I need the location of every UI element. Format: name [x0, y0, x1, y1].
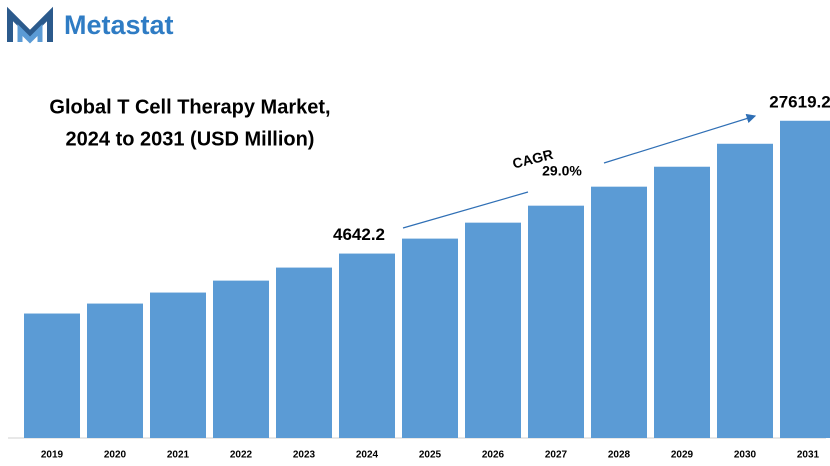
- bar: [717, 143, 773, 438]
- x-tick-label: 2028: [608, 450, 631, 461]
- x-tick-label: 2020: [104, 450, 127, 461]
- bar: [402, 238, 458, 438]
- data-label: 27619.2: [769, 92, 830, 111]
- cagr-value: 29.0%: [542, 163, 582, 179]
- bar: [24, 313, 80, 438]
- x-tick-label: 2022: [230, 450, 253, 461]
- x-tick-label: 2025: [419, 450, 442, 461]
- logo-text: Metastat: [64, 10, 174, 40]
- bar: [87, 303, 143, 438]
- x-tick-label: 2023: [293, 450, 316, 461]
- x-tick-label: 2026: [482, 450, 505, 461]
- bar: [591, 186, 647, 438]
- bar: [339, 253, 395, 438]
- bar: [213, 280, 269, 438]
- chart-title: Global T Cell Therapy Market,: [49, 96, 330, 118]
- bar: [150, 292, 206, 438]
- bar: [465, 222, 521, 438]
- logo-icon: [7, 6, 53, 44]
- x-tick-label: 2021: [167, 450, 190, 461]
- x-tick-label: 2024: [356, 450, 379, 461]
- x-tick-label: 2030: [734, 450, 757, 461]
- cagr-arrow: [402, 191, 529, 229]
- data-label: 4642.2: [333, 225, 385, 244]
- x-tick-label: 2029: [671, 450, 694, 461]
- x-tick-label: 2027: [545, 450, 568, 461]
- x-tick-label: 2031: [797, 450, 820, 461]
- chart-title: 2024 to 2031 (USD Million): [66, 128, 315, 150]
- x-tick-label: 2019: [41, 450, 64, 461]
- bar: [780, 120, 830, 438]
- bar: [654, 166, 710, 438]
- cagr-arrow: [603, 113, 757, 164]
- bar: [276, 267, 332, 438]
- bar: [528, 205, 584, 438]
